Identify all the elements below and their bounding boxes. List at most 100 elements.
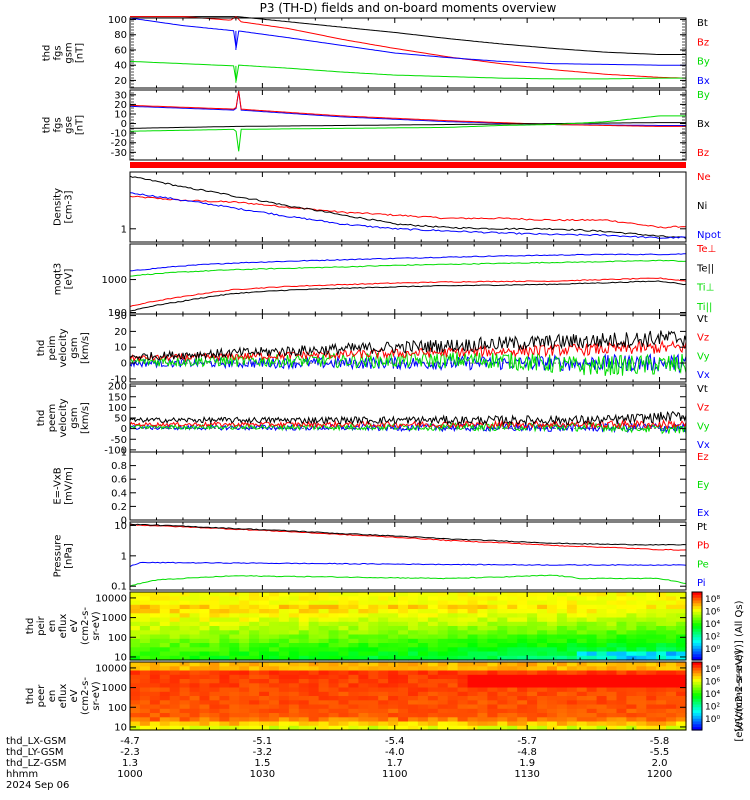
spectrogram-cell [358, 717, 369, 723]
spectrogram-cell [298, 662, 310, 667]
spectrogram-cell [368, 725, 379, 731]
spectrogram-cell [318, 626, 330, 631]
spectrogram-cell [586, 704, 598, 710]
spectrogram-cell [159, 630, 171, 636]
spectrogram-cell [239, 713, 250, 718]
spectrogram-cell [318, 721, 330, 727]
spectrogram-cell [606, 647, 618, 653]
spectrogram-cell [616, 696, 627, 701]
spectrogram-cell [388, 613, 399, 619]
spectrogram-cell [477, 674, 488, 680]
spectrogram-cell [626, 600, 637, 606]
spectrogram-cell [358, 696, 369, 701]
spectrogram-cell [586, 725, 598, 731]
spectrogram-cell [537, 617, 548, 623]
y-axis-label-line: thd [42, 45, 53, 62]
spectrogram-cell [427, 643, 439, 648]
spectrogram-cell [179, 600, 191, 606]
spectrogram-cell [328, 609, 340, 614]
spectrogram-cell [547, 626, 558, 631]
x-tick-label: 1200 [647, 769, 672, 780]
colorbar-step [692, 600, 702, 604]
spectrogram-cell [656, 691, 667, 697]
spectrogram-cell [477, 717, 488, 723]
spectrogram-cell [646, 696, 657, 701]
spectrogram-cell [259, 613, 270, 619]
spectrogram-cell [288, 696, 300, 701]
spectrogram-cell [179, 609, 191, 614]
spectrogram-cell [666, 609, 677, 614]
spectrogram-cell [348, 600, 359, 606]
spectrogram-cell [308, 704, 320, 710]
spectrogram-cell [547, 617, 558, 623]
spectrogram-cell [378, 634, 389, 640]
spectrogram-cell [477, 638, 488, 644]
spectrogram-cell [656, 596, 667, 602]
spectrogram-cell [646, 662, 657, 667]
spectrogram-cell [209, 696, 220, 701]
spectrogram-cell [318, 621, 330, 627]
spectrogram-cell [378, 596, 389, 602]
spectrogram-cell [497, 634, 508, 640]
spectrogram-cell [130, 725, 141, 731]
spectrogram-cell [358, 604, 369, 610]
legend-label: Ez [697, 452, 709, 463]
spectrogram-cell [249, 670, 260, 676]
spectrogram-cell [348, 609, 359, 614]
colorbar-step [692, 654, 702, 658]
spectrogram-cell [149, 592, 161, 597]
spectrogram-cell [547, 613, 558, 619]
spectrogram-cell [149, 609, 161, 614]
colorbar-step [692, 701, 702, 706]
spectrogram-cell [288, 604, 300, 610]
spectrogram-cell [338, 696, 349, 701]
spectrogram-cell [477, 613, 488, 619]
spectrogram-cell [497, 700, 508, 706]
y-axis-label: thdpeemvelocitygsm[km/s] [36, 398, 91, 437]
spectrogram-cell [606, 683, 618, 689]
spectrogram-cell [179, 721, 191, 727]
spectrogram-cell [586, 662, 598, 667]
spectrogram-cell [189, 643, 201, 648]
spectrogram-cell [497, 717, 508, 723]
spectrogram-cell [636, 708, 647, 714]
spectrogram-cell [269, 643, 280, 648]
spectrogram-cell [537, 626, 548, 631]
spectrogram-cell [467, 655, 479, 661]
spectrogram-cell [457, 626, 469, 631]
spectrogram-cell [527, 604, 538, 610]
x-tick-label: 1100 [382, 769, 407, 780]
spectrogram-cell [467, 600, 479, 606]
spectrogram-cell [666, 700, 677, 706]
spectrogram-cell [487, 655, 498, 661]
spectrogram-cell [537, 725, 548, 731]
spectrogram-cell [417, 700, 429, 706]
spectrogram-cell [388, 670, 399, 676]
spectrogram-cell [288, 666, 300, 672]
spectrogram-cell [666, 679, 677, 684]
spectrogram-cell [338, 613, 349, 619]
spectrogram-cell [269, 662, 280, 667]
separator-band [130, 162, 686, 168]
spectrogram-cell [636, 725, 647, 731]
y-axis-label: Density[cm-3] [53, 188, 75, 226]
spectrogram-cell [457, 647, 469, 653]
spectrogram-cell [249, 647, 260, 653]
spectrogram-cell [318, 596, 330, 602]
spectrogram-cell [229, 596, 240, 602]
spectrogram-cell [606, 679, 618, 684]
spectrogram-cell [308, 670, 320, 676]
spectrogram-cell [467, 696, 479, 701]
y-axis-label-line: thd [42, 117, 53, 134]
spectrogram-cell [666, 634, 677, 640]
y-axis-label-line: eflux [58, 684, 69, 709]
spectrogram-cell [130, 662, 141, 667]
spectrogram-cell [269, 638, 280, 644]
spectrogram-cell [507, 696, 518, 701]
spectrogram-cell [308, 679, 320, 684]
spectrogram-cell [358, 674, 369, 680]
spectrogram-cell [566, 613, 578, 619]
spectrogram-cell [378, 655, 389, 661]
